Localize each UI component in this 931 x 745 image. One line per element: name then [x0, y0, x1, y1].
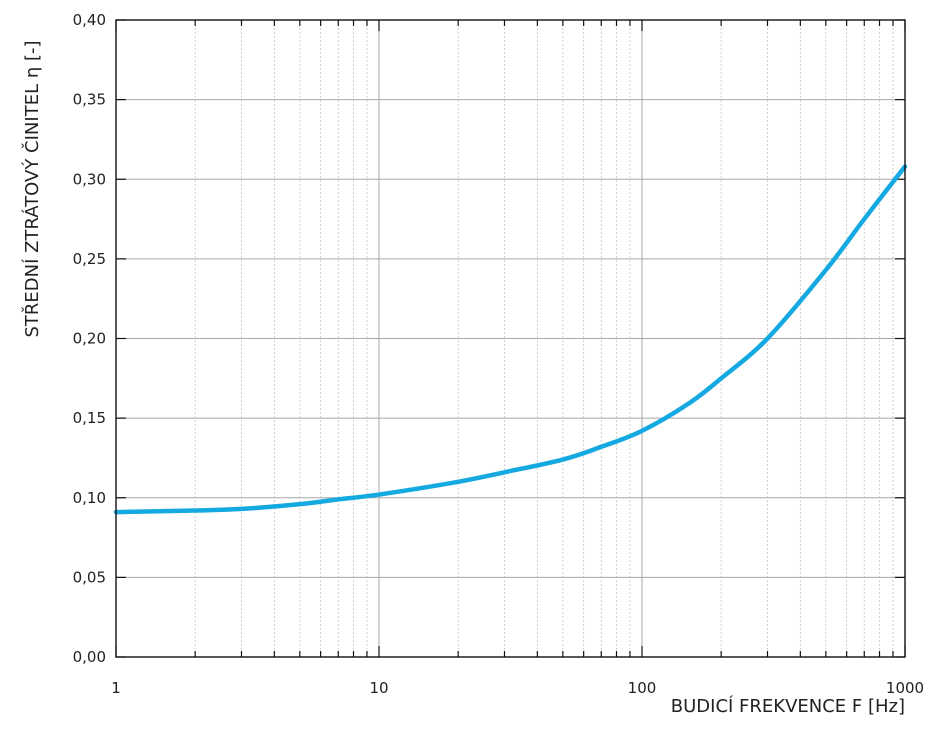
series-line	[113, 164, 908, 515]
y-tick-label: 0,15	[73, 409, 106, 427]
y-axis-title: STŘEDNÍ ZTRÁTOVÝ ČINITEL η [-]	[21, 41, 43, 338]
y-tick-label: 0,30	[73, 170, 106, 188]
y-tick-label: 0,40	[73, 11, 106, 29]
y-tick-label: 0,20	[73, 330, 106, 348]
y-tick-label: 0,10	[73, 489, 106, 507]
x-tick-label: 10	[369, 679, 388, 697]
plot-frame	[115, 19, 906, 658]
x-axis-title: BUDICÍ FREKVENCE F [Hz]	[671, 695, 905, 717]
x-tick-label: 1	[111, 679, 121, 697]
tick-labels: 1 10 100 1000 0,00 0,05 0,10 0,15 0,20 0,25 0,30 0,…	[73, 11, 925, 697]
y-tick-label: 0,35	[73, 91, 106, 109]
grid	[115, 19, 906, 658]
y-tick-label: 0,25	[73, 250, 106, 268]
x-tick-label: 100	[628, 679, 657, 697]
y-tick-label: 0,00	[73, 648, 106, 666]
x-tick-label: 1000	[886, 679, 924, 697]
series-layer	[113, 164, 908, 515]
y-tick-label: 0,05	[73, 568, 106, 586]
